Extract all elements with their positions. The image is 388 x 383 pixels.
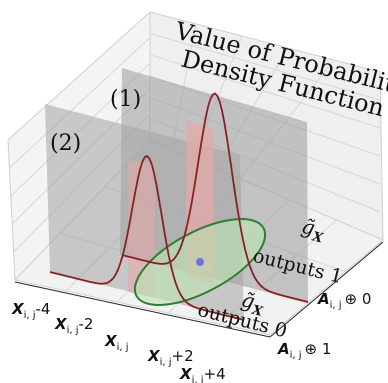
x-tick-suffix: +4 (204, 365, 226, 383)
x-tick-labels: Xi, j-4Xi, j-2Xi, j Xi, j+2Xi, j+4 (11, 300, 226, 383)
svg-text:g̃X: g̃X (238, 287, 268, 320)
x-axis-line (14, 281, 271, 338)
y-tick-sub: i, j (290, 350, 302, 361)
y-tick-op: ⊕ 0 (345, 290, 372, 308)
y-tick-label: Ai, j ⊕ 1 (277, 340, 331, 361)
y-tick-label: Ai, j ⊕ 0 (317, 290, 371, 311)
x-tick-suffix: +2 (172, 347, 194, 365)
curve-2-line (49, 154, 245, 321)
x-tick-sub: i, j (24, 310, 36, 321)
x-tick-label: Xi, j (104, 332, 129, 353)
x-tick-label: Xi, j+4 (179, 365, 226, 383)
x-tick-sub: i, j (67, 325, 79, 336)
gx-symbol: g̃ (239, 287, 257, 313)
x-tick-main: X (11, 300, 25, 318)
y-tick-op: ⊕ 1 (305, 340, 332, 358)
x-tick-label: Xi, j-2 (54, 315, 93, 336)
x-tick-main: X (54, 315, 68, 333)
x-tick-sub: i, j (117, 342, 129, 353)
x-tick-suffix: -4 (36, 300, 51, 318)
x-tick-label: Xi, j-4 (11, 300, 50, 321)
x-tick-label: Xi, j+2 (147, 347, 194, 368)
grid-line (9, 37, 151, 169)
y-tick-sub: i, j (330, 300, 342, 311)
x-tick-main: X (147, 347, 161, 365)
x-tick-main: X (104, 332, 118, 350)
y-tick-main: A (317, 290, 330, 308)
curve-1-line (121, 92, 309, 303)
x-tick-sub: i, j (192, 375, 204, 383)
curve-label-2: (2) (50, 131, 81, 156)
grid-line (149, 32, 381, 101)
gx-subscript: X (250, 303, 265, 320)
svg-text:g̃X: g̃X (298, 214, 328, 247)
y-tick-main: A (277, 340, 290, 358)
curve-label-1: (1) (110, 87, 141, 112)
grid-line (149, 54, 381, 129)
y-tick-labels: Ai, j ⊕ 0Ai, j ⊕ 1 (277, 290, 371, 361)
x-tick-suffix: -2 (79, 315, 94, 333)
y-axis-line (269, 241, 384, 338)
x-tick-sub: i, j (160, 357, 172, 368)
x-tick-main: X (179, 365, 193, 383)
center-point (196, 258, 204, 266)
gx-subscript: X (310, 229, 325, 246)
gx-symbol: g̃ (299, 214, 317, 240)
